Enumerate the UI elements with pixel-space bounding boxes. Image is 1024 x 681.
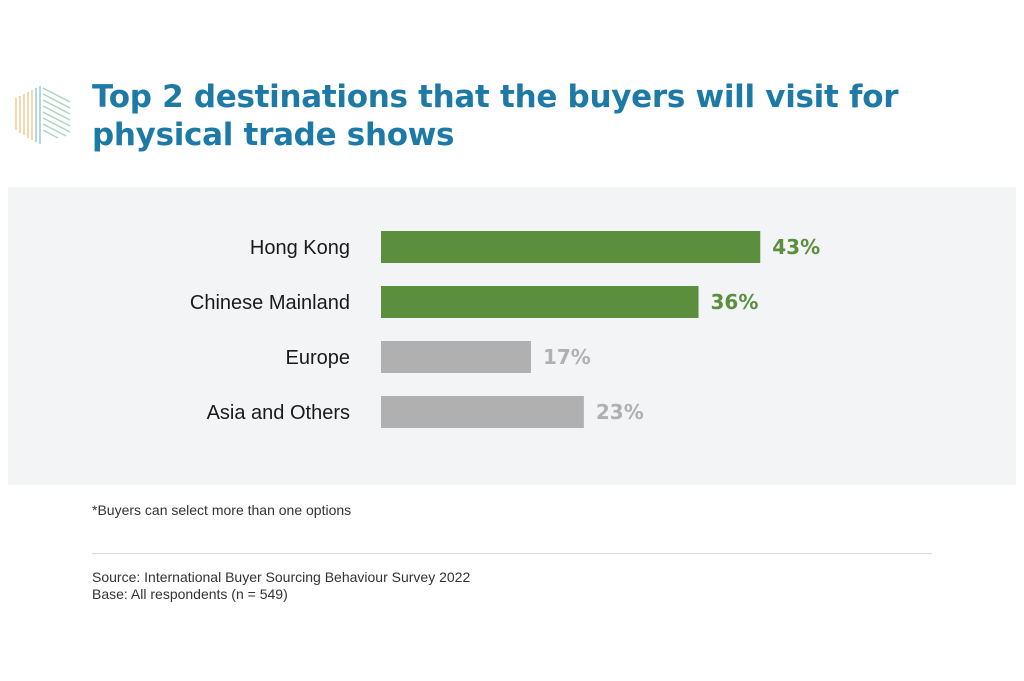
bar-chart: Hong Kong 43% Chinese Mainland 36% Europe 17%… xyxy=(190,231,820,428)
category-label: Europe xyxy=(286,347,351,369)
value-label: 36% xyxy=(711,290,759,314)
footnote: *Buyers can select more than one options xyxy=(92,502,352,518)
value-label: 17% xyxy=(543,345,591,369)
bar xyxy=(381,231,761,263)
source-block: Source: International Buyer Sourcing Beh… xyxy=(92,569,470,603)
value-label: 43% xyxy=(772,235,820,259)
chart-panel: Hong Kong 43% Chinese Mainland 36% Europe 17%… xyxy=(8,187,1016,485)
base-line: Base: All respondents (n = 549) xyxy=(92,586,288,602)
page-title: Top 2 destinations that the buyers will … xyxy=(92,79,899,153)
category-label: Chinese Mainland xyxy=(190,292,350,314)
source-line: Source: International Buyer Sourcing Beh… xyxy=(92,569,471,585)
divider xyxy=(92,553,932,554)
value-label: 23% xyxy=(596,400,644,424)
bar xyxy=(381,396,584,428)
bar xyxy=(381,341,531,373)
bar xyxy=(381,286,699,318)
hexagon-lines-logo-icon xyxy=(15,86,71,144)
category-label: Hong Kong xyxy=(250,237,350,259)
category-label: Asia and Others xyxy=(207,402,350,424)
